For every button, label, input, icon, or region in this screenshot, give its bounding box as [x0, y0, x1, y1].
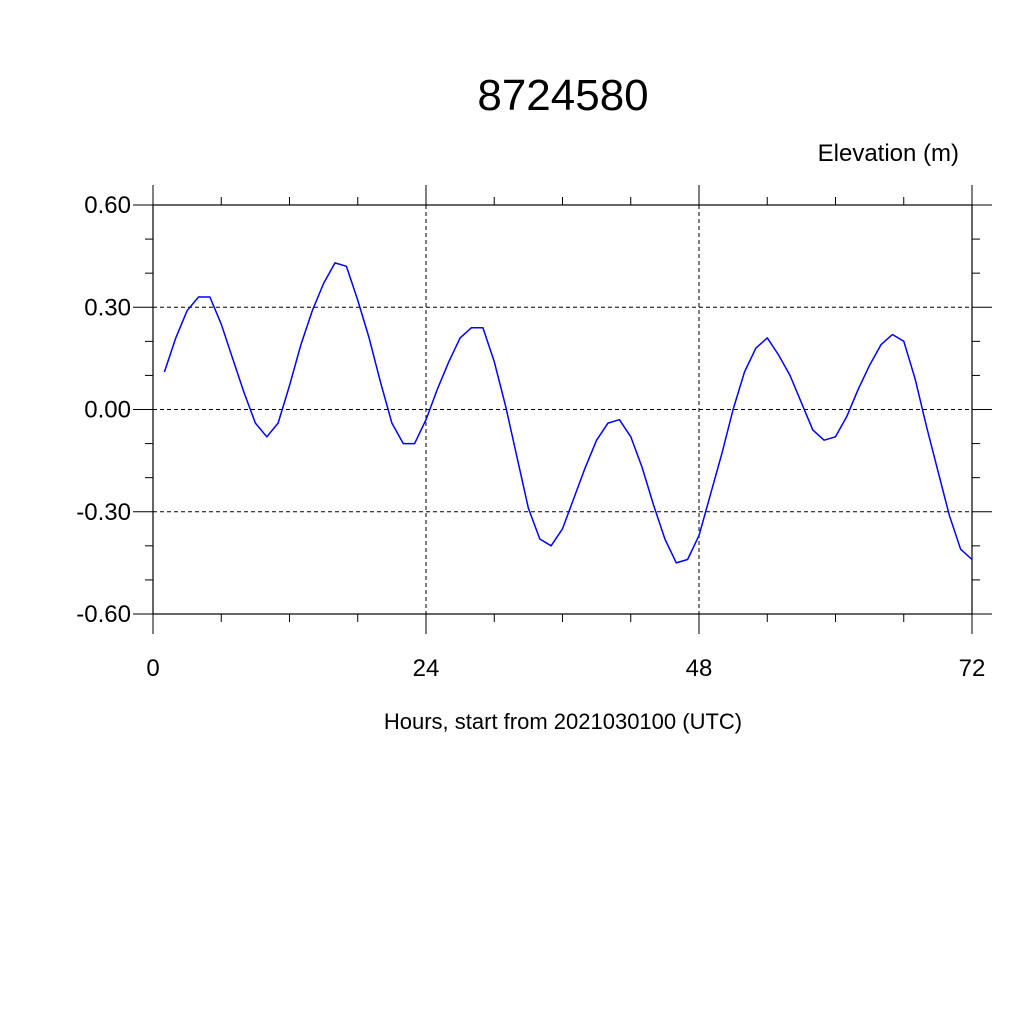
major-ticks	[133, 185, 992, 634]
y-tick-labels: -0.60 -0.30 0.00 0.30 0.60	[76, 192, 131, 628]
x-tick-label: 72	[959, 655, 986, 682]
x-tick-label: 24	[413, 655, 440, 682]
y-tick-label: -0.30	[76, 499, 131, 526]
y-tick-label: 0.30	[84, 294, 131, 321]
x-tick-labels: 0 24 48 72	[146, 655, 985, 682]
y-tick-label: 0.00	[84, 397, 131, 424]
y-tick-label: -0.60	[76, 601, 131, 628]
x-tick-label: 48	[686, 655, 713, 682]
elevation-series-line	[163, 262, 973, 564]
series-layer	[163, 262, 973, 564]
minor-ticks	[145, 197, 980, 622]
x-tick-label: 0	[146, 655, 159, 682]
x-axis-label: Hours, start from 2021030100 (UTC)	[384, 709, 742, 734]
y-axis-units-label: Elevation (m)	[818, 140, 959, 167]
y-tick-label: 0.60	[84, 192, 131, 219]
chart-title: 8724580	[477, 71, 648, 120]
